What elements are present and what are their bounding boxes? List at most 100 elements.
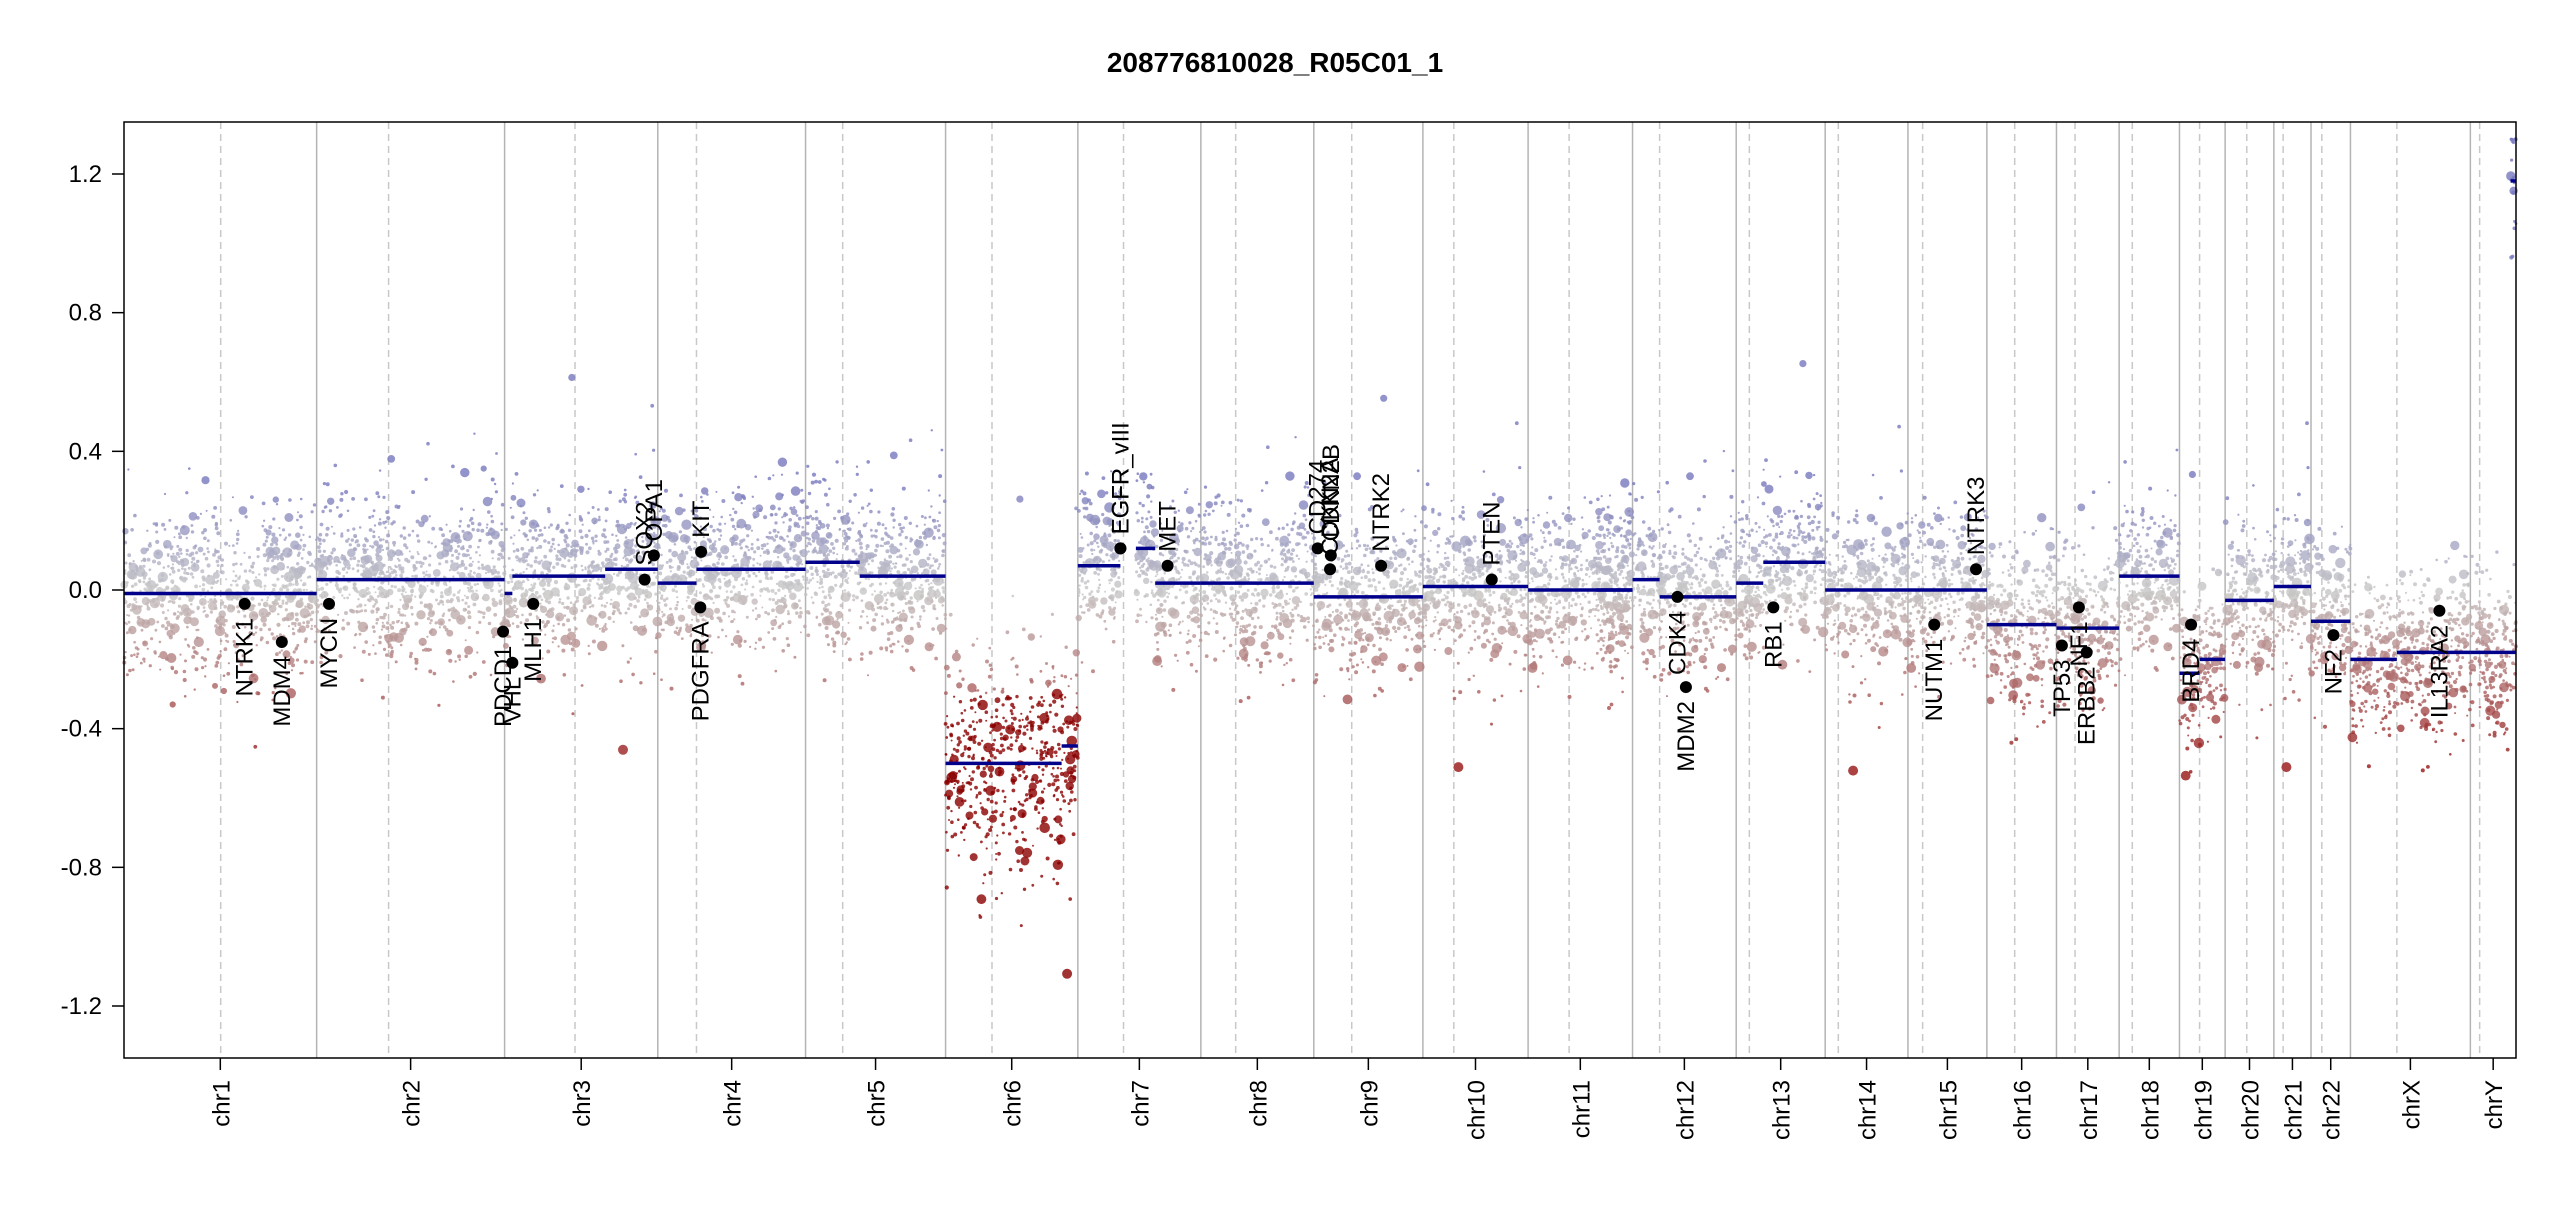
probe-point [275, 543, 278, 546]
probe-point [1198, 514, 1201, 517]
probe-point [791, 509, 798, 516]
probe-point [760, 555, 762, 557]
probe-point [197, 607, 200, 610]
probe-point [327, 498, 334, 505]
probe-point [551, 607, 555, 611]
probe-point [521, 557, 525, 561]
probe-point [476, 651, 478, 653]
probe-point [1085, 472, 1089, 476]
probe-point [1259, 599, 1261, 601]
probe-point [1136, 613, 1140, 617]
probe-point [254, 605, 256, 607]
probe-point [195, 667, 199, 671]
probe-point [1215, 589, 1221, 595]
probe-point [1049, 704, 1052, 707]
probe-point [1281, 550, 1284, 553]
probe-point [865, 559, 869, 563]
probe-point [1256, 571, 1258, 573]
probe-point [701, 487, 708, 494]
probe-point [1082, 593, 1084, 595]
probe-point [1178, 623, 1180, 625]
probe-point [239, 506, 248, 515]
probe-point [270, 543, 274, 547]
probe-point [947, 674, 951, 678]
probe-point [514, 583, 516, 585]
probe-point [232, 563, 235, 566]
probe-point [442, 614, 445, 617]
probe-point [804, 593, 808, 597]
probe-point [793, 603, 799, 609]
probe-point [308, 552, 312, 556]
probe-point [886, 599, 889, 602]
probe-point [580, 550, 584, 554]
probe-point [836, 618, 838, 620]
probe-point [1083, 572, 1086, 575]
probe-point [787, 610, 789, 612]
probe-point [216, 531, 220, 535]
probe-point [297, 622, 301, 626]
probe-point [294, 625, 296, 627]
probe-point [562, 623, 565, 626]
probe-point [1005, 720, 1008, 723]
probe-point [746, 546, 749, 549]
probe-point [799, 611, 803, 615]
probe-point [452, 680, 455, 683]
probe-point [554, 580, 558, 584]
probe-point [370, 597, 374, 601]
probe-point [1197, 564, 1200, 567]
probe-point [702, 618, 705, 621]
probe-point [1236, 611, 1239, 614]
probe-point [276, 602, 279, 605]
probe-point [545, 599, 548, 602]
probe-point [1356, 664, 1359, 667]
probe-point [1002, 726, 1005, 729]
probe-point [385, 653, 389, 657]
probe-point [974, 786, 978, 790]
probe-point [855, 596, 859, 600]
probe-point [767, 536, 771, 540]
probe-point [375, 622, 378, 625]
probe-point [937, 624, 946, 633]
probe-point [133, 514, 137, 518]
probe-point [630, 621, 633, 624]
probe-point [1140, 614, 1142, 616]
probe-point [142, 597, 150, 605]
probe-point [812, 539, 815, 542]
probe-point [908, 601, 912, 605]
probe-point [288, 625, 290, 627]
probe-point [1031, 705, 1035, 709]
probe-point [806, 537, 809, 540]
probe-point [448, 619, 451, 622]
probe-point [1039, 754, 1043, 758]
probe-point [377, 587, 380, 590]
probe-point [427, 617, 430, 620]
probe-point [383, 574, 385, 576]
probe-point [741, 502, 743, 504]
probe-point [976, 766, 980, 770]
probe-point [468, 564, 470, 566]
probe-point [708, 553, 711, 556]
probe-point [970, 706, 974, 710]
probe-point [372, 530, 375, 533]
probe-point [1075, 674, 1078, 677]
probe-point [515, 555, 519, 559]
probe-point [191, 655, 195, 659]
probe-point [302, 621, 305, 624]
probe-point [149, 664, 152, 667]
probe-point [1230, 586, 1234, 590]
probe-point [1113, 555, 1115, 557]
probe-point [415, 658, 419, 662]
probe-point [1115, 590, 1123, 598]
probe-point [1258, 572, 1261, 575]
probe-point [291, 622, 294, 625]
probe-point [959, 670, 962, 673]
probe-point [364, 609, 367, 612]
probe-point [1077, 591, 1081, 595]
probe-point [335, 570, 339, 574]
probe-point [654, 650, 658, 654]
probe-point [483, 497, 493, 507]
probe-point [995, 858, 997, 860]
probe-point [1188, 630, 1190, 632]
probe-point [1013, 717, 1017, 721]
probe-point [132, 668, 135, 671]
